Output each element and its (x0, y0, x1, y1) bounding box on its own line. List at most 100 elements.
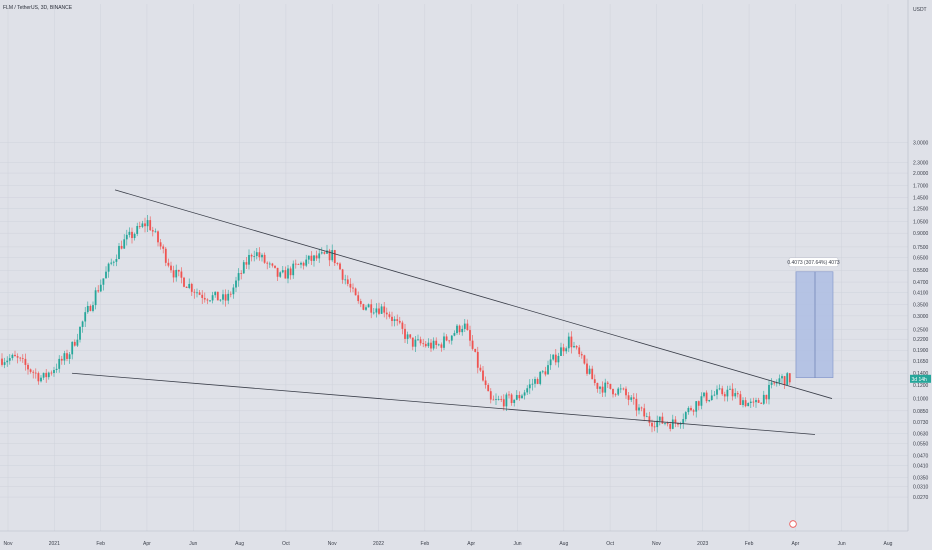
candle-body (388, 314, 391, 317)
candle-body (463, 323, 466, 329)
candle-body (570, 336, 573, 348)
candle-body (661, 416, 664, 424)
candle-body (144, 223, 146, 227)
candle-body (627, 395, 630, 400)
time-tick-label: Jun (838, 541, 846, 547)
candle-body (554, 354, 557, 363)
descending-trendline[interactable] (114, 189, 833, 399)
candle-body (562, 347, 565, 352)
candle-body (783, 376, 786, 385)
candle-body (339, 263, 341, 270)
candle-body (391, 316, 393, 321)
candle-body (575, 346, 578, 348)
candle-body (105, 271, 107, 279)
price-tick-label: 0.0850 (913, 409, 929, 415)
candle-body (695, 401, 698, 412)
earnings-event-icon[interactable] (789, 520, 797, 528)
candle-body (242, 262, 245, 274)
candle-body (318, 253, 321, 259)
candle-body (409, 334, 412, 338)
candle-body (354, 288, 357, 296)
candle-body (180, 271, 183, 278)
candle-body (708, 399, 711, 402)
candle-body (404, 328, 406, 339)
candle-body (705, 392, 708, 402)
candle-body (237, 273, 240, 281)
candle-body (60, 358, 63, 361)
candle-body (383, 306, 386, 313)
candle-body (430, 342, 432, 349)
candle-body (765, 394, 768, 400)
candle-body (190, 283, 193, 292)
candle-body (713, 394, 716, 396)
candle-body (307, 255, 310, 260)
candle-body (138, 225, 141, 227)
time-tick-label: Apr (791, 541, 799, 547)
candle-body (656, 420, 659, 428)
candle-body (513, 399, 516, 404)
candle-body (107, 263, 110, 272)
time-tick-label: Feb (745, 541, 754, 547)
price-tick-label: 0.9000 (913, 231, 929, 237)
candle-body (55, 368, 58, 371)
candle-body (37, 373, 40, 382)
candle-body (487, 385, 490, 392)
candle-body (651, 422, 653, 427)
candle-body (682, 419, 685, 424)
candle-body (172, 270, 175, 278)
candle-body (614, 394, 617, 396)
candle-body (567, 336, 570, 349)
candle-body (183, 277, 185, 287)
time-tick-label: Feb (96, 541, 105, 547)
candle-body (346, 279, 349, 284)
candle-body (362, 304, 365, 310)
candle-body (586, 363, 588, 374)
candle-body (747, 402, 750, 407)
target-range-box[interactable] (795, 271, 834, 378)
time-tick-label: 2021 (49, 541, 60, 547)
candle-body (89, 305, 92, 311)
candle-body (276, 267, 279, 277)
candle-body (21, 358, 24, 360)
time-tick-label: Jun (189, 541, 197, 547)
candle-body (198, 292, 201, 295)
candle-body (612, 388, 614, 395)
candle-body (458, 325, 461, 333)
candle-body (492, 399, 495, 401)
candle-body (14, 354, 16, 357)
price-tick-label: 3.0000 (913, 141, 929, 147)
candle-body (710, 395, 713, 400)
time-tick-label: 2022 (373, 541, 384, 547)
candle-body (534, 379, 536, 384)
candle-body (16, 356, 19, 358)
candle-body (263, 254, 266, 263)
candle-body (526, 388, 529, 393)
time-tick-label: Aug (235, 541, 244, 547)
candle-body (664, 423, 666, 425)
price-tick-label: 0.0310 (913, 485, 929, 491)
time-tick-label: Nov (328, 541, 337, 547)
candle-body (417, 339, 419, 341)
candle-body (380, 306, 383, 314)
price-tick-label: 1.2500 (913, 206, 929, 212)
support-trendline[interactable] (71, 372, 816, 435)
candle-body (227, 293, 230, 301)
candle-body (336, 263, 339, 264)
candle-body (216, 291, 219, 301)
candle-body (315, 255, 318, 259)
time-tick-label: Apr (143, 541, 151, 547)
candle-body (604, 382, 607, 393)
candle-body (266, 262, 269, 264)
candle-body (726, 389, 729, 397)
candle-body (248, 254, 250, 265)
candle-body (310, 255, 313, 261)
candle-body (294, 263, 297, 265)
candle-body (557, 355, 560, 363)
candle-body (24, 358, 27, 365)
candle-body (549, 359, 552, 366)
candle-body (510, 394, 513, 404)
candle-body (333, 250, 336, 264)
candle-body (253, 256, 256, 257)
